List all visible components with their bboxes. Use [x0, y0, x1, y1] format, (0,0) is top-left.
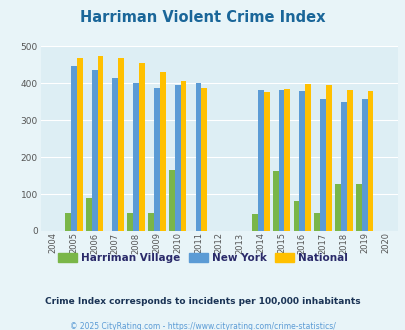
- Bar: [133, 83, 139, 231]
- Bar: [118, 58, 124, 231]
- Bar: [86, 198, 92, 231]
- Bar: [263, 92, 269, 231]
- Bar: [313, 213, 320, 231]
- Bar: [320, 99, 325, 231]
- Bar: [298, 91, 305, 231]
- Bar: [340, 102, 346, 231]
- Bar: [257, 90, 263, 231]
- Bar: [284, 89, 290, 231]
- Bar: [112, 78, 118, 231]
- Bar: [77, 58, 82, 231]
- Bar: [346, 90, 352, 231]
- Bar: [127, 213, 133, 231]
- Bar: [180, 81, 186, 231]
- Legend: Harriman Village, New York, National: Harriman Village, New York, National: [54, 248, 351, 267]
- Bar: [278, 90, 284, 231]
- Bar: [92, 70, 97, 231]
- Bar: [367, 90, 373, 231]
- Bar: [355, 184, 361, 231]
- Bar: [272, 171, 278, 231]
- Bar: [293, 201, 298, 231]
- Bar: [325, 85, 331, 231]
- Bar: [305, 84, 310, 231]
- Bar: [153, 87, 160, 231]
- Text: Harriman Violent Crime Index: Harriman Violent Crime Index: [80, 10, 325, 25]
- Bar: [71, 66, 77, 231]
- Bar: [334, 184, 340, 231]
- Bar: [148, 213, 153, 231]
- Bar: [195, 83, 201, 231]
- Bar: [65, 213, 71, 231]
- Text: © 2025 CityRating.com - https://www.cityrating.com/crime-statistics/: © 2025 CityRating.com - https://www.city…: [70, 322, 335, 330]
- Bar: [168, 170, 175, 231]
- Bar: [97, 56, 103, 231]
- Bar: [252, 214, 257, 231]
- Bar: [139, 63, 145, 231]
- Bar: [361, 99, 367, 231]
- Bar: [160, 72, 165, 231]
- Bar: [175, 85, 180, 231]
- Text: Crime Index corresponds to incidents per 100,000 inhabitants: Crime Index corresponds to incidents per…: [45, 297, 360, 306]
- Bar: [201, 88, 207, 231]
